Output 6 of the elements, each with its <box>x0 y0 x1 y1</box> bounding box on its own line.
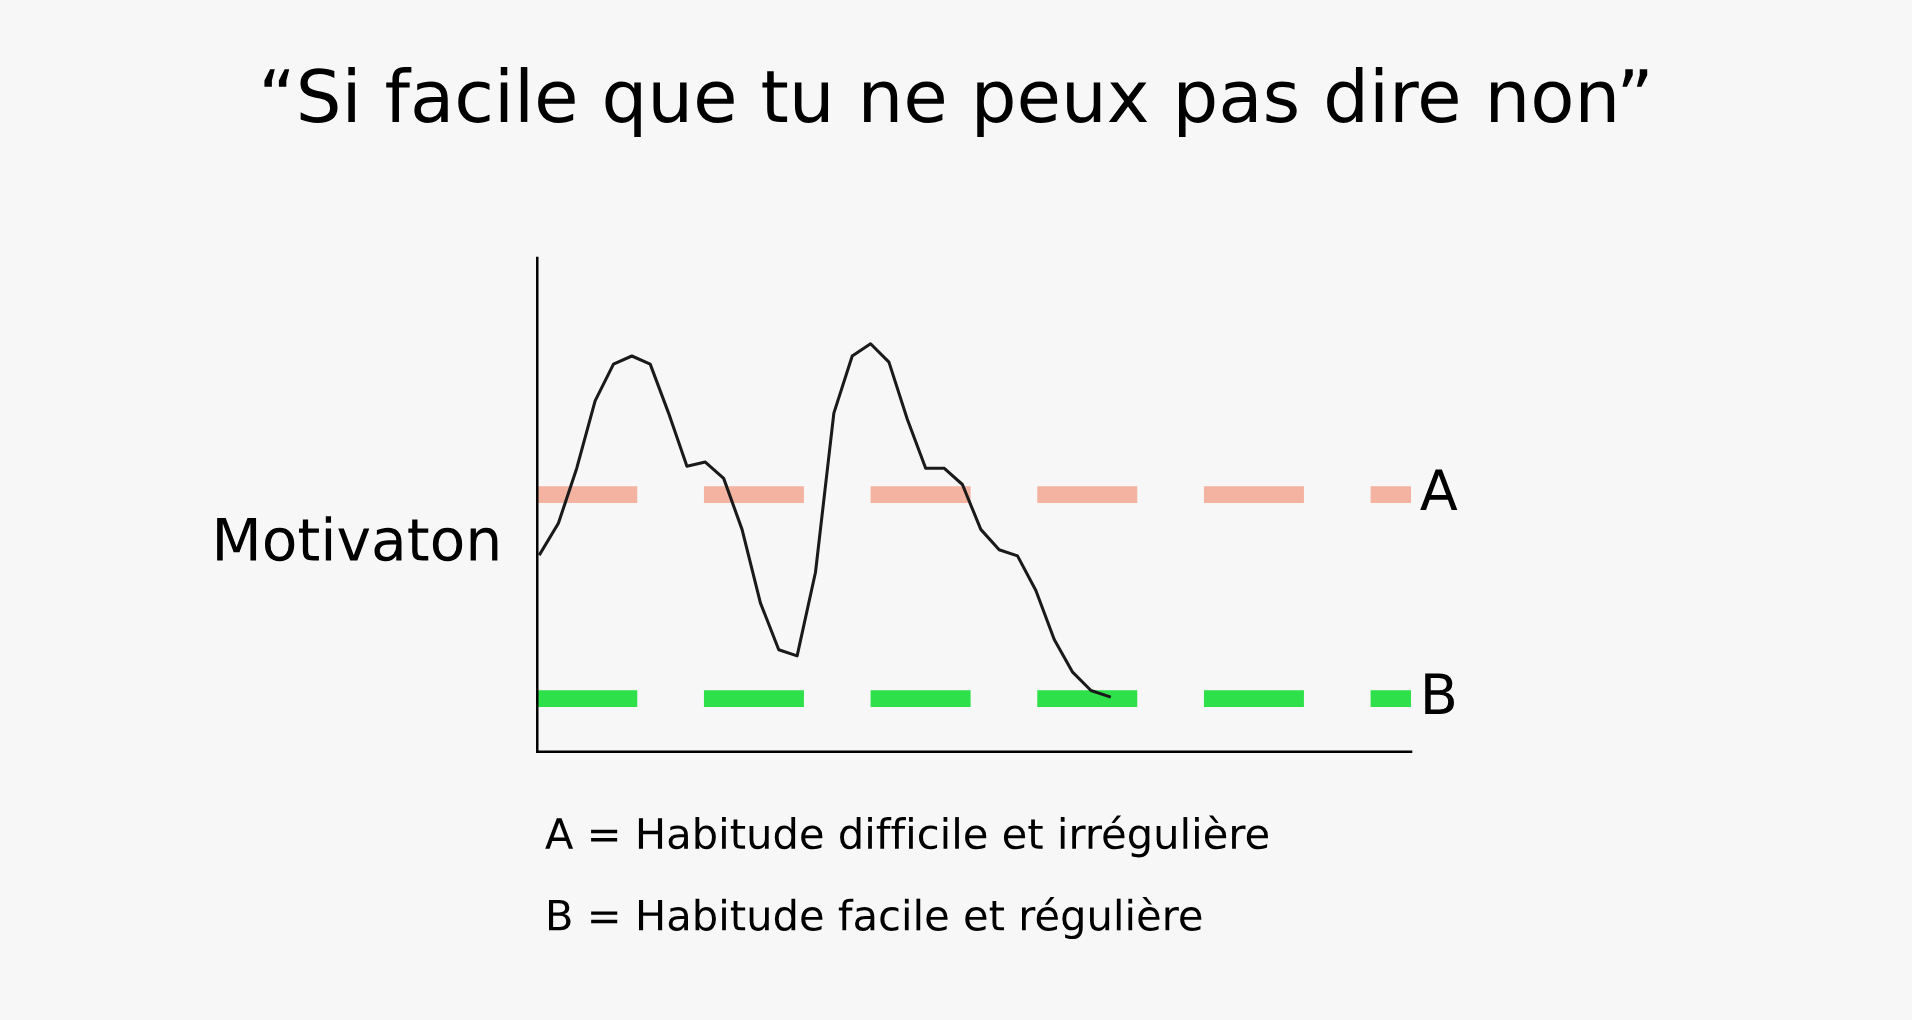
ref-line-label: A <box>1420 469 1458 511</box>
ref-line-label: B <box>1425 673 1454 715</box>
text: B = Habitude facile et régulière <box>549 897 1202 939</box>
chart-title: “Si facile que tu ne peux pas dire non” <box>264 67 1648 137</box>
y-axis-title: Motivaton <box>217 516 498 562</box>
text: A = Habitude difficile et irrégulière <box>545 815 1268 858</box>
